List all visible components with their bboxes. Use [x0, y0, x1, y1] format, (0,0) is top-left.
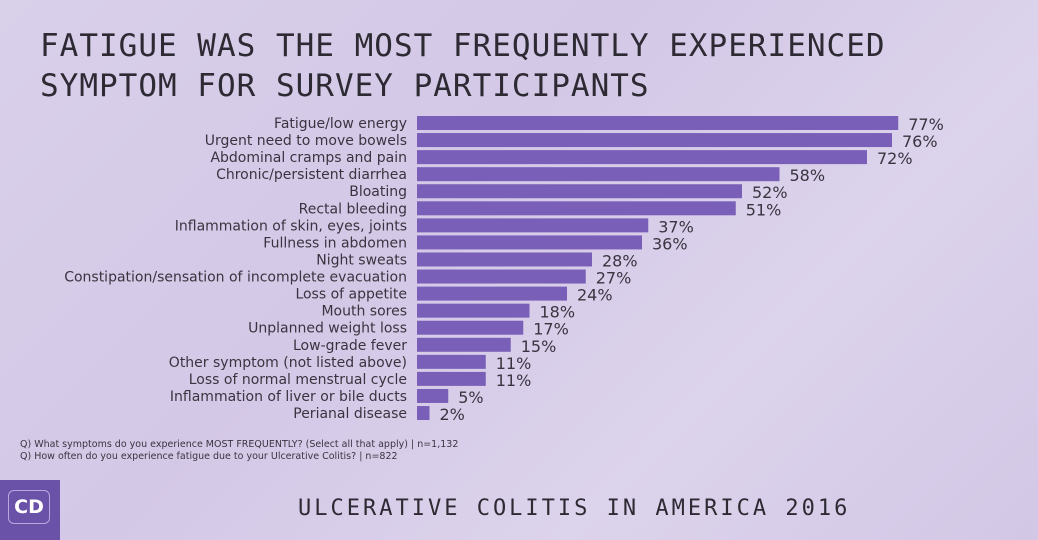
- bar: [417, 320, 524, 335]
- bar: [417, 167, 780, 182]
- bar: [417, 371, 486, 386]
- value-label: 18%: [540, 303, 576, 322]
- bar: [417, 252, 592, 267]
- category-label: Unplanned weight loss: [248, 321, 407, 337]
- value-label: 76%: [902, 132, 938, 151]
- chart-title: Fatigue was the most frequently experien…: [40, 28, 886, 104]
- value-label: 28%: [602, 251, 638, 270]
- bar: [417, 337, 511, 352]
- value-label: 11%: [496, 371, 532, 390]
- category-label: Night sweats: [316, 252, 407, 268]
- value-label: 58%: [790, 166, 826, 185]
- value-label: 72%: [877, 149, 913, 168]
- category-label: Rectal bleeding: [299, 201, 407, 217]
- value-label: 17%: [533, 320, 569, 339]
- category-label: Abdominal cramps and pain: [210, 150, 407, 166]
- bar: [417, 235, 642, 250]
- note-2: Q) How often do you experience fatigue d…: [20, 451, 398, 462]
- bar: [417, 354, 486, 369]
- category-label: Perianal disease: [293, 406, 407, 422]
- bar: [417, 218, 649, 233]
- value-label: 36%: [652, 234, 688, 253]
- category-label: Loss of normal menstrual cycle: [189, 372, 407, 388]
- value-label: 24%: [577, 286, 613, 305]
- bar: [417, 286, 567, 301]
- category-label: Mouth sores: [321, 304, 407, 320]
- category-label: Fatigue/low energy: [274, 116, 407, 132]
- value-label: 52%: [752, 183, 788, 202]
- bar: [417, 150, 867, 165]
- bar: [417, 303, 530, 318]
- category-label: Inflammation of skin, eyes, joints: [175, 218, 407, 234]
- category-label: Other symptom (not listed above): [169, 355, 407, 371]
- value-label: 77%: [908, 115, 944, 134]
- value-label: 15%: [521, 337, 557, 356]
- survey-notes: Q) What symptoms do you experience MOST …: [20, 439, 458, 463]
- bar: [417, 133, 892, 148]
- value-label: 37%: [658, 217, 694, 236]
- value-label: 27%: [596, 269, 632, 288]
- speech-bubble-icon: CD: [8, 490, 50, 524]
- bar: [417, 388, 449, 403]
- note-1: Q) What symptoms do you experience MOST …: [20, 439, 459, 450]
- footer-title: Ulcerative Colitis in America 2016: [298, 496, 851, 521]
- category-label: Low-grade fever: [293, 338, 407, 354]
- value-label: 51%: [746, 200, 782, 219]
- value-label: 2%: [440, 405, 465, 424]
- category-label: Inflammation of liver or bile ducts: [170, 389, 407, 405]
- bar: [417, 269, 586, 284]
- bar: [417, 406, 430, 421]
- category-label: Urgent need to move bowels: [205, 133, 407, 149]
- bar: [417, 201, 736, 216]
- category-label: Fullness in abdomen: [263, 235, 407, 251]
- value-label: 5%: [458, 388, 483, 407]
- category-label: Constipation/sensation of incomplete eva…: [64, 270, 407, 286]
- category-label: Chronic/persistent diarrhea: [216, 167, 407, 183]
- cd-logo[interactable]: CD: [0, 480, 60, 540]
- category-label: Bloating: [349, 184, 407, 200]
- category-label: Loss of appetite: [295, 287, 407, 303]
- bar: [417, 116, 899, 130]
- value-label: 11%: [496, 354, 532, 373]
- bar: [417, 184, 742, 199]
